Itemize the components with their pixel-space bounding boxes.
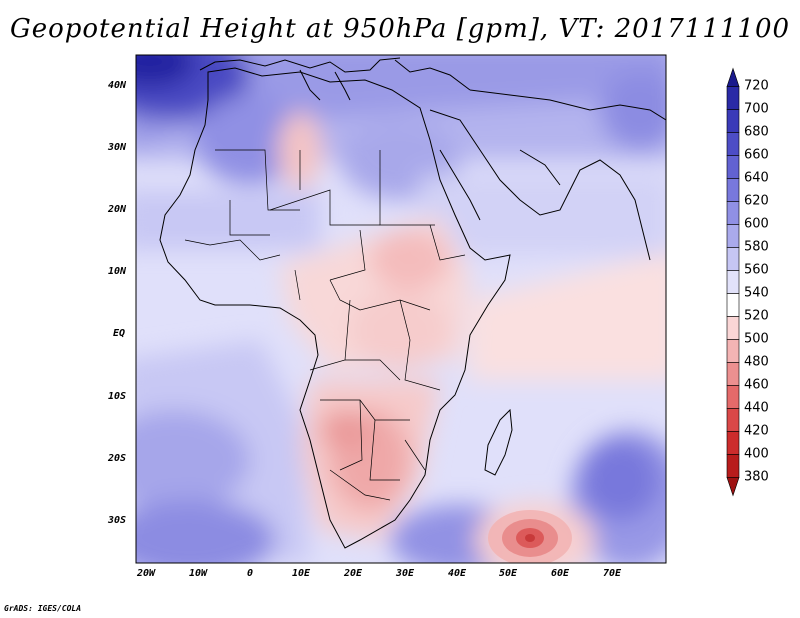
lat-label: 10N: [108, 266, 127, 277]
lat-label: 20N: [108, 204, 127, 215]
colorbar-label: 500: [744, 331, 769, 347]
colorbar-label: 480: [744, 354, 769, 370]
colorbar-swatch: [726, 362, 740, 386]
height-field: [136, 55, 666, 563]
lat-label: EQ: [113, 328, 126, 339]
colorbar-swatch: [726, 339, 740, 363]
colorbar-swatch: [726, 132, 740, 156]
colorbar-label: 680: [744, 124, 769, 140]
colorbar: [726, 67, 740, 497]
lon-label: 20E: [343, 568, 363, 579]
colorbar-label: 380: [744, 469, 769, 485]
colorbar-swatch: [726, 86, 740, 110]
lon-label: 70E: [602, 568, 622, 579]
colorbar-cap-bottom: [726, 477, 740, 497]
lon-label: 50E: [498, 568, 518, 579]
lat-label: 40N: [108, 80, 127, 91]
colorbar-cap-top: [726, 67, 740, 87]
colorbar-swatch: [726, 109, 740, 133]
colorbar-label: 400: [744, 446, 769, 462]
lon-label: 40E: [447, 568, 467, 579]
colorbar-swatch: [726, 201, 740, 225]
colorbar-swatch: [726, 270, 740, 294]
colorbar-label: 580: [744, 239, 769, 255]
grads-credit: GrADS: IGES/COLA: [4, 604, 82, 613]
colorbar-label: 540: [744, 285, 769, 301]
colorbar-label: 440: [744, 400, 769, 416]
map-frame: [135, 54, 667, 564]
lon-label: 10E: [291, 568, 311, 579]
colorbar-label: 720: [744, 78, 769, 94]
lon-label: 0: [246, 568, 254, 579]
colorbar-label: 660: [744, 147, 769, 163]
colorbar-label: 640: [744, 170, 769, 186]
lon-label: 10W: [188, 568, 208, 579]
colorbar-label: 520: [744, 308, 769, 324]
lon-label: 60E: [550, 568, 570, 579]
colorbar-swatch: [726, 293, 740, 317]
colorbar-swatch: [726, 408, 740, 432]
plot-title: Geopotential Height at 950hPa [gpm], VT:…: [9, 14, 791, 44]
colorbar-swatch: [726, 247, 740, 271]
colorbar-label: 560: [744, 262, 769, 278]
colorbar-swatch: [726, 454, 740, 478]
colorbar-swatch: [726, 385, 740, 409]
africa-coastline: [159, 67, 511, 549]
lat-label: 20S: [108, 453, 127, 464]
colorbar-label: 420: [744, 423, 769, 439]
lat-label: 30N: [108, 142, 127, 153]
lat-label: 30S: [108, 515, 127, 526]
colorbar-label: 620: [744, 193, 769, 209]
colorbar-swatch: [726, 431, 740, 455]
lat-label: 10S: [108, 391, 127, 402]
colorbar-swatch: [726, 178, 740, 202]
lon-label: 30E: [395, 568, 415, 579]
colorbar-label: 460: [744, 377, 769, 393]
coastlines: [159, 57, 666, 549]
colorbar-label: 700: [744, 101, 769, 117]
colorbar-label: 600: [744, 216, 769, 232]
lon-label: 20W: [136, 568, 156, 579]
colorbar-swatch: [726, 155, 740, 179]
colorbar-swatch: [726, 316, 740, 340]
colorbar-swatch: [726, 224, 740, 248]
madagascar: [484, 408, 513, 476]
